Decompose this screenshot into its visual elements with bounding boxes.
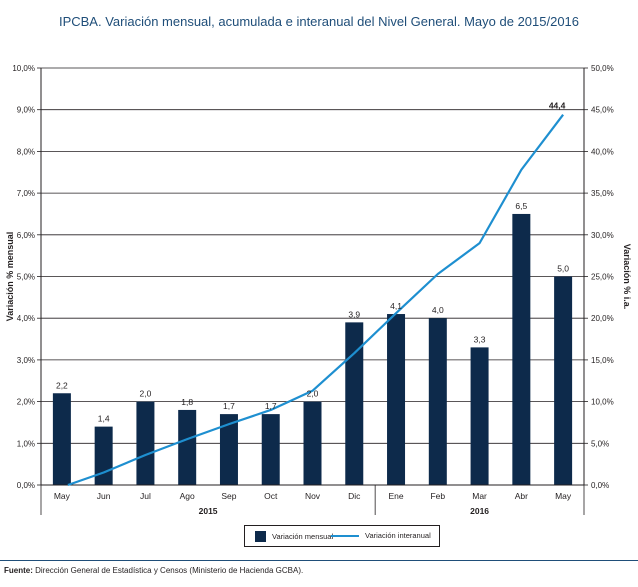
x-tick-label: Dic [348,491,361,501]
line-data-label: 44,4 [549,101,566,111]
y-right-tick-label: 35,0% [591,189,614,198]
y-left-tick-label: 8,0% [17,147,35,156]
bar-data-label: 5,0 [557,264,569,274]
y-right-tick-label: 40,0% [591,147,614,156]
y-right-tick-label: 20,0% [591,314,614,323]
x-tick-label: May [555,491,572,501]
legend-swatch-line [331,534,359,537]
source-label: Fuente: [4,566,33,575]
y-left-tick-label: 10,0% [12,64,35,73]
x-tick-label: Feb [430,491,445,501]
bar-mark [219,414,238,485]
x-tick-label: Abr [515,491,528,501]
bar-mark [303,401,322,485]
x-tick-label: Oct [264,491,278,501]
y-left-tick-label: 3,0% [17,356,35,365]
year-group-label: 2015 [199,506,218,516]
bar-data-label: 1,4 [98,414,110,424]
legend-label-monthly: Variación mensual [272,532,334,541]
bar-data-label: 6,5 [515,201,527,211]
bar-mark [52,393,71,485]
x-tick-label: Ago [180,491,195,501]
y-right-tick-label: 5,0% [591,439,609,448]
legend-label-interannual: Variación interanual [365,531,431,540]
bar-mark [554,276,573,485]
axes-layer: 0,0% 1,0% 2,0% 3,0% 4,0% 5,0% 6,0% 7,0% 8,0% 9,0%… [5,64,632,516]
y-left-tick-label: 6,0% [17,231,35,240]
bars-layer [52,213,573,485]
bar-data-label: 3,3 [474,334,486,344]
source-text: Dirección General de Estadística y Censo… [32,566,304,575]
bar-data-label: 4,1 [390,301,402,311]
bar-mark [345,322,364,485]
chart-legend: Variación mensual Variación interanual [244,525,440,547]
bar-data-label: 2,0 [307,389,319,399]
y-left-tick-label: 7,0% [17,189,35,198]
footer-divider [0,560,638,561]
x-tick-label: Nov [305,491,321,501]
x-tick-label: Ene [388,491,403,501]
x-tick-label: Jul [140,491,151,501]
series-line-interannual [67,114,564,487]
y-left-tick-label: 9,0% [17,106,35,115]
y-left-tick-label: 1,0% [17,439,35,448]
line-layer [67,114,564,487]
y-right-tick-label: 50,0% [591,64,614,73]
labels-layer: 2,2 1,4 2,0 1,8 1,7 1,7 2,0 3,9 4,1 4,0 3,3 6,5 5,0 4… [56,101,569,424]
y-left-tick-label: 5,0% [17,273,35,282]
y-left-tick-label: 4,0% [17,314,35,323]
chart-title: IPCBA. Variación mensual, acumulada e in… [58,14,580,29]
y-left-tick-label: 2,0% [17,398,35,407]
legend-swatch-bar [255,531,266,542]
grid-layer [41,67,584,444]
bar-data-label: 1,7 [265,401,277,411]
y-right-axis-title: Variación % i.a. [622,244,632,310]
y-left-tick-label: 0,0% [17,481,35,490]
bar-mark [470,347,489,485]
bar-mark [428,318,447,485]
y-right-tick-label: 0,0% [591,481,609,490]
year-group-label: 2016 [470,506,489,516]
legend-item-interannual: Variación interanual [331,531,431,540]
bar-mark [136,401,155,485]
y-right-tick-label: 25,0% [591,273,614,282]
bar-data-label: 1,8 [181,397,193,407]
y-right-tick-label: 45,0% [591,106,614,115]
y-right-tick-label: 10,0% [591,398,614,407]
bar-mark [387,314,406,485]
bar-data-label: 2,2 [56,380,68,390]
bar-data-label: 4,0 [432,305,444,315]
bar-data-label: 2,0 [140,389,152,399]
bar-mark [512,213,531,485]
bar-mark [94,426,113,485]
x-tick-label: Mar [472,491,487,501]
x-tick-label: May [54,491,71,501]
source-note: Fuente: Dirección General de Estadística… [4,566,303,575]
y-right-tick-label: 30,0% [591,231,614,240]
y-right-tick-label: 15,0% [591,356,614,365]
y-left-axis-title: Variación % mensual [5,232,15,322]
bar-data-label: 1,7 [223,401,235,411]
x-tick-label: Jun [97,491,111,501]
x-tick-label: Sep [221,491,236,501]
bar-mark [261,414,280,485]
legend-item-monthly: Variación mensual [255,531,333,542]
bar-mark [178,409,197,485]
bar-data-label: 3,9 [348,309,360,319]
